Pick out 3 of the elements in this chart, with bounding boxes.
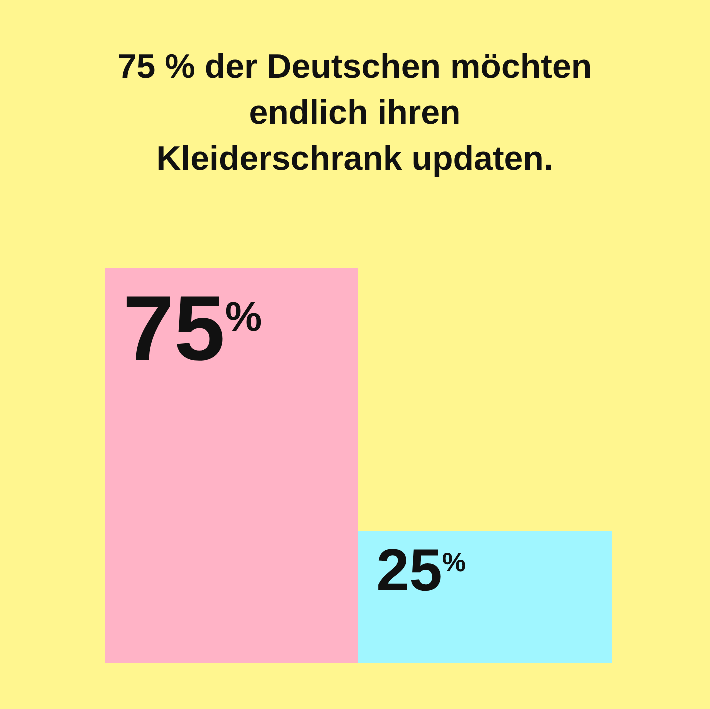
data-label: 25$^{%}$ — [376, 536, 466, 604]
data-label: 75$^{%}$ — [123, 278, 262, 380]
chart-title: 75 % der Deutschen möchten endlich ihren Kleiderschrank updaten. — [118, 48, 592, 178]
